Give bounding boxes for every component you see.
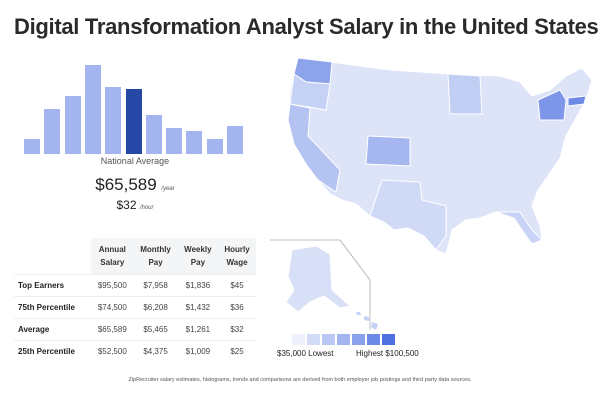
table-row: 75th Percentile $74,500 $6,208 $1,432 $36 (14, 296, 256, 319)
histogram-bar (64, 96, 81, 154)
legend-swatch (337, 334, 350, 345)
h: Monthly (140, 245, 171, 254)
state-hawaii[interactable] (356, 312, 378, 330)
table-header-row: Annual Salary Monthly Pay Weekly Pay Hourly… (14, 238, 256, 275)
legend-swatch (382, 334, 395, 345)
salary-histogram (24, 60, 246, 154)
annual-value: $65,589 (95, 175, 157, 194)
histogram-bar (166, 128, 183, 154)
header-monthly: Monthly Pay (133, 238, 178, 275)
histogram-bar (145, 115, 162, 154)
table-cell: $95,500 (91, 274, 134, 297)
table-cell: $25 (218, 340, 256, 362)
row-label: 25th Percentile (14, 340, 92, 362)
legend-high-label: Highest $100,500 (356, 349, 419, 358)
header-weekly: Weekly Pay (177, 238, 219, 275)
h: Wage (226, 258, 248, 267)
national-average-label: National Average (100, 156, 170, 166)
table-cell: $45 (218, 274, 256, 297)
state-alaska[interactable] (285, 245, 352, 313)
h: Salary (100, 258, 125, 267)
footer-disclaimer: ZipRecruiter salary estimates, histogram… (128, 377, 472, 383)
histogram-bar (227, 126, 243, 154)
page-title: Digital Transformation Analyst Salary in… (14, 14, 599, 39)
legend-swatch (367, 334, 380, 345)
histogram-bar (186, 131, 203, 154)
inset-divider (339, 239, 371, 281)
row-label: Top Earners (14, 274, 92, 297)
table-cell: $1,009 (177, 340, 219, 362)
legend-swatch (307, 334, 320, 345)
state-colorado[interactable] (365, 135, 411, 167)
table-row: Average $65,589 $5,465 $1,261 $32 (14, 318, 256, 341)
state-oregon[interactable] (289, 73, 331, 111)
table-cell: $6,208 (133, 296, 178, 319)
hourly-value: $32 (116, 198, 137, 212)
histogram-bar (24, 139, 40, 154)
table-cell: $74,500 (91, 296, 134, 319)
table-cell: $1,432 (177, 296, 219, 319)
row-label: 75th Percentile (14, 296, 92, 319)
table-row: Top Earners $95,500 $7,958 $1,836 $45 (14, 274, 256, 297)
annual-unit: /year (161, 186, 175, 192)
state-texas[interactable] (369, 179, 447, 251)
h: Pay (190, 258, 206, 267)
h: Annual (98, 245, 126, 254)
hourly-unit: /hour (139, 205, 154, 211)
legend-swatch (292, 334, 305, 345)
row-label: Average (14, 318, 92, 341)
state-minnesota[interactable] (447, 73, 483, 115)
table-cell: $52,500 (91, 340, 134, 362)
legend-swatch (322, 334, 335, 345)
national-average-annual: $65,589 /year (0, 175, 270, 195)
histogram-bar (206, 139, 223, 154)
salary-table: Annual Salary Monthly Pay Weekly Pay Hourly… (14, 238, 256, 362)
state-new-york[interactable] (537, 89, 567, 121)
state-massachusetts[interactable] (567, 95, 587, 107)
state-california[interactable] (287, 103, 341, 193)
histogram-bar (84, 65, 101, 154)
map-legend (292, 334, 395, 345)
us-salary-map (270, 57, 593, 330)
header-empty (14, 238, 92, 275)
state-florida[interactable] (495, 211, 543, 245)
national-average-hourly: $32 /hour (0, 198, 270, 212)
table-cell: $32 (218, 318, 256, 341)
table-cell: $1,836 (177, 274, 219, 297)
histogram-bar (105, 87, 122, 154)
table-cell: $65,589 (91, 318, 134, 341)
table-cell: $1,261 (177, 318, 219, 341)
h: Hourly (224, 245, 250, 254)
histogram-bar (125, 89, 142, 154)
header-annual: Annual Salary (91, 238, 134, 275)
h: Pay (148, 258, 163, 267)
table-cell: $36 (218, 296, 256, 319)
header-hourly: Hourly Wage (218, 238, 256, 275)
histogram-bar (44, 109, 61, 154)
legend-low-label: $35,000 Lowest (277, 349, 334, 358)
table-cell: $5,465 (133, 318, 178, 341)
legend-swatch (352, 334, 365, 345)
table-cell: $4,375 (133, 340, 178, 362)
table-row: 25th Percentile $52,500 $4,375 $1,009 $25 (14, 340, 256, 362)
table-cell: $7,958 (133, 274, 178, 297)
h: Weekly (184, 245, 212, 254)
